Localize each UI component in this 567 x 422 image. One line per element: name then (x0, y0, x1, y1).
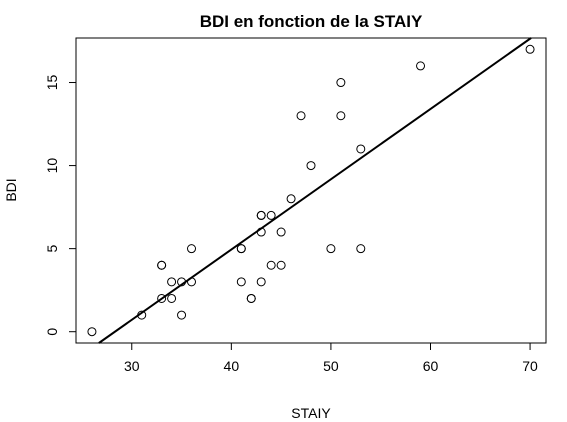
data-point (276, 227, 286, 237)
y-tick-label: 5 (44, 245, 60, 253)
x-tick-label: 30 (124, 358, 140, 374)
data-point (187, 244, 197, 254)
data-point (336, 78, 346, 88)
y-tick-label: 0 (44, 328, 60, 336)
data-point (167, 277, 177, 287)
data-point (167, 293, 177, 303)
data-point (256, 210, 266, 220)
x-tick-label: 40 (224, 358, 240, 374)
data-point (236, 244, 246, 254)
data-point (246, 293, 256, 303)
y-axis: 0 5 10 15 (44, 75, 77, 336)
regression-line-group (98, 37, 532, 344)
x-axis: 30 40 50 60 70 (124, 342, 538, 374)
y-axis-label: BDI (3, 178, 19, 201)
x-tick-label: 60 (423, 358, 439, 374)
data-point (256, 277, 266, 287)
data-point (157, 260, 167, 270)
data-point (266, 210, 276, 220)
x-tick-label: 70 (522, 358, 538, 374)
data-point (336, 111, 346, 121)
data-point (525, 44, 535, 54)
data-point (356, 144, 366, 154)
x-axis-label: STAIY (291, 405, 331, 421)
data-point (286, 194, 296, 204)
data-point (177, 310, 187, 320)
data-points (87, 44, 535, 337)
data-point (87, 327, 97, 337)
data-point (236, 277, 246, 287)
x-tick-label: 50 (323, 358, 339, 374)
data-point (296, 111, 306, 121)
y-tick-label: 10 (44, 158, 60, 174)
data-point (157, 293, 167, 303)
data-point (276, 260, 286, 270)
data-point (416, 61, 426, 71)
data-point (356, 244, 366, 254)
data-point (326, 244, 336, 254)
y-tick-label: 15 (44, 75, 60, 91)
regression-line (98, 37, 532, 344)
data-point (306, 161, 316, 171)
chart-title: BDI en fonction de la STAIY (200, 12, 423, 31)
data-point (266, 260, 276, 270)
